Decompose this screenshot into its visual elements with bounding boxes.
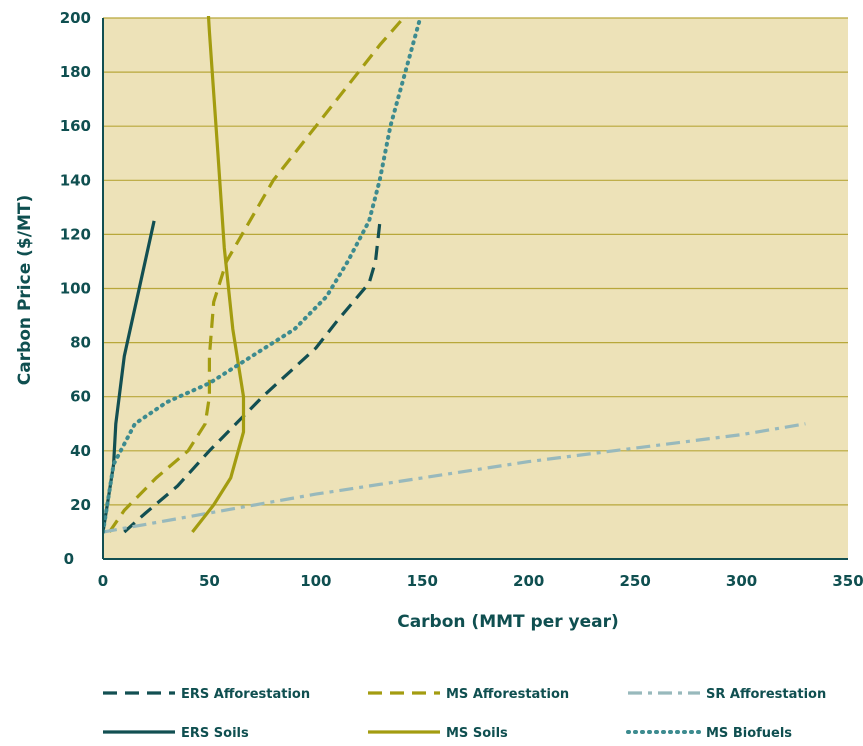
y-tick-label: 80 xyxy=(70,334,91,352)
legend-item: MS Soils xyxy=(368,726,508,741)
x-tick-label: 150 xyxy=(407,572,438,590)
y-tick-label: 60 xyxy=(70,388,91,406)
legend-item: ERS Soils xyxy=(103,726,249,741)
x-tick-label: 50 xyxy=(199,572,220,590)
y-tick-label: 40 xyxy=(70,442,91,460)
x-tick-label: 200 xyxy=(513,572,544,590)
legend-label: ERS Afforestation xyxy=(181,687,310,702)
x-tick-label: 100 xyxy=(300,572,331,590)
series-line-ms-afforestation xyxy=(108,16,408,533)
gridlines xyxy=(103,17,848,506)
x-tick-label: 350 xyxy=(832,572,863,590)
legend: ERS Afforestation MS Afforestation SR Affo… xyxy=(103,687,826,741)
legend-item: MS Afforestation xyxy=(368,687,569,702)
y-axis-title: Carbon Price ($/MT) xyxy=(15,195,35,386)
series-layer xyxy=(103,16,806,534)
y-tick-label: 100 xyxy=(60,280,91,298)
series-line-ms-biofuels xyxy=(103,16,423,534)
legend-label: ERS Soils xyxy=(181,726,249,741)
y-tick-label: 120 xyxy=(60,225,91,243)
series-line-ms-soils xyxy=(191,16,246,533)
legend-item: SR Afforestation xyxy=(628,687,826,702)
y-tick-label: 0 xyxy=(64,550,74,568)
legend-label: SR Afforestation xyxy=(706,687,826,702)
legend-label: MS Biofuels xyxy=(706,726,792,741)
legend-item: MS Biofuels xyxy=(626,726,792,741)
y-tick-labels: 0 20 40 60 80 100 120 140 160 180 200 xyxy=(60,9,91,568)
y-tick-label: 20 xyxy=(70,496,91,514)
y-tick-label: 180 xyxy=(60,63,91,81)
legend-item: ERS Afforestation xyxy=(103,687,310,702)
series-line-ers-afforestation xyxy=(123,223,382,534)
y-tick-label: 160 xyxy=(60,117,91,135)
legend-label: MS Soils xyxy=(446,726,508,741)
x-tick-label: 250 xyxy=(619,572,650,590)
x-axis-title: Carbon (MMT per year) xyxy=(397,612,619,632)
x-tick-label: 0 xyxy=(98,572,108,590)
y-tick-label: 200 xyxy=(60,9,91,27)
x-tick-label: 300 xyxy=(726,572,757,590)
series-line-sr-afforestation xyxy=(103,422,806,534)
legend-label: MS Afforestation xyxy=(446,687,569,702)
y-tick-label: 140 xyxy=(60,171,91,189)
x-tick-labels: 0 50 100 150 200 250 300 350 xyxy=(98,572,863,590)
